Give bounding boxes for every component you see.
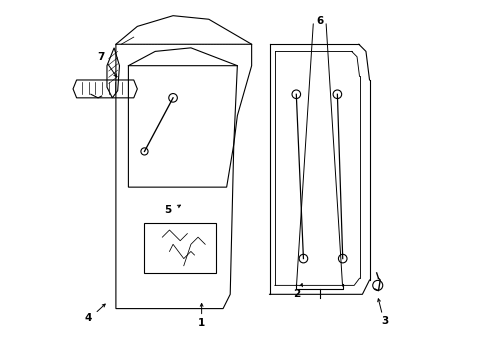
Text: 2: 2 [292,289,299,299]
Text: 7: 7 [97,52,104,62]
Text: 6: 6 [315,16,323,26]
Text: 4: 4 [84,312,92,323]
Text: 1: 1 [198,318,205,328]
Text: 3: 3 [381,316,388,326]
Text: 5: 5 [164,205,171,215]
